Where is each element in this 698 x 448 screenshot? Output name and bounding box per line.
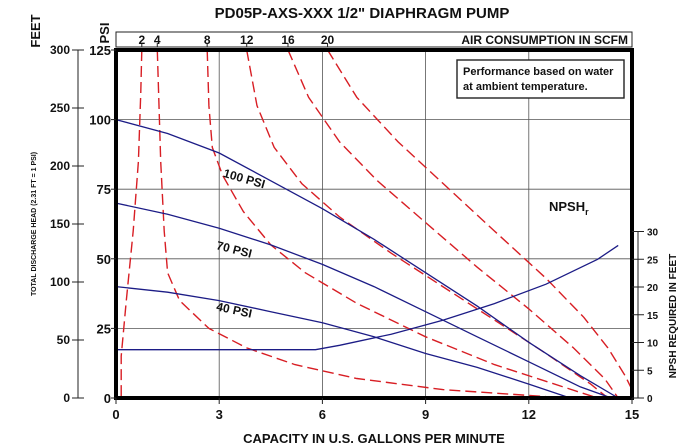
air-tick-label: 16: [281, 33, 295, 47]
air-curve-12-scfm: [246, 49, 609, 399]
feet-tick-label: 50: [57, 333, 71, 347]
note-line-2: at ambient temperature.: [463, 81, 588, 93]
x-tick-label: 0: [112, 407, 119, 422]
npsh-curve-group: [116, 244, 619, 351]
air-curve-2-scfm: [120, 49, 143, 398]
npsh-axis-ticks: 0 5 10 15 20 25 30: [632, 228, 659, 405]
air-consumption-curves: [120, 49, 633, 399]
curve-label-100-psi: 100 PSI: [222, 166, 267, 191]
air-curve-4-scfm: [156, 49, 581, 399]
head-axis-note: TOTAL DISCHARGE HEAD (2.31 FT = 1 PSI): [31, 152, 38, 296]
air-tick-label: 2: [138, 33, 145, 47]
x-axis-ticks: 0 3 6 9 12 15: [112, 398, 639, 422]
npsh-tick-label: 10: [647, 339, 659, 350]
feet-axis-ticks: 0 50 100 150 200 250 300: [50, 43, 84, 405]
x-tick-label: 3: [216, 407, 223, 422]
air-curve-20-scfm: [327, 49, 633, 390]
air-axis-strip: [115, 31, 633, 48]
x-tick-label: 9: [422, 407, 429, 422]
psi-tick-label: 75: [97, 182, 111, 197]
curve-70-psi: [115, 202, 612, 399]
x-tick-label: 12: [522, 407, 536, 422]
feet-tick-label: 150: [50, 217, 70, 231]
npsh-tick-label: 0: [647, 394, 653, 405]
air-tick-label: 4: [154, 33, 161, 47]
air-axis-label: AIR CONSUMPTION IN SCFM: [461, 33, 628, 47]
note-line-1: Performance based on water: [463, 66, 614, 78]
feet-tick-label: 300: [50, 43, 70, 57]
npsh-tick-label: 30: [647, 228, 659, 239]
grid: [116, 50, 632, 398]
npsh-tick-label: 5: [647, 366, 653, 377]
x-axis-label: CAPACITY IN U.S. GALLONS PER MINUTE: [243, 431, 505, 446]
npsh-axis-label: NPSH REQUIRED IN FEET: [668, 254, 679, 378]
curve-40-psi: [115, 285, 571, 399]
psi-tick-label: 50: [97, 252, 111, 267]
feet-tick-label: 250: [50, 101, 70, 115]
feet-axis-label: FEET: [28, 14, 43, 47]
plot-frame: [114, 48, 634, 400]
air-axis-ticks: 2 4 8 12 16 20: [138, 33, 335, 47]
psi-axis-ticks: 0 25 50 75 100 125: [89, 43, 116, 406]
feet-tick-label: 200: [50, 159, 70, 173]
psi-axis-label: PSI: [97, 23, 112, 44]
chart-title: PD05P-AXS-XXX 1/2" DIAPHRAGM PUMP: [215, 5, 510, 22]
npsh-label: NPSHr: [549, 199, 589, 217]
feet-tick-label: 0: [63, 391, 70, 405]
npsh-tick-label: 25: [647, 255, 659, 266]
x-tick-label: 15: [625, 407, 639, 422]
air-curve-8-scfm: [206, 49, 598, 399]
psi-tick-label: 100: [89, 113, 111, 128]
air-curve-16-scfm: [287, 49, 619, 399]
air-tick-label: 8: [204, 33, 211, 47]
feet-tick-label: 100: [50, 275, 70, 289]
psi-tick-label: 125: [89, 43, 111, 58]
air-tick-label: 12: [240, 33, 254, 47]
npsh-curve: [116, 244, 619, 351]
npsh-tick-label: 15: [647, 311, 659, 322]
air-tick-label: 20: [321, 33, 335, 47]
curve-100-psi: [115, 118, 619, 399]
curve-label-70-psi: 70 PSI: [215, 238, 253, 260]
psi-tick-label: 0: [104, 391, 111, 406]
npsh-tick-label: 20: [647, 283, 659, 294]
curve-label-40-psi: 40 PSI: [215, 300, 253, 321]
x-tick-label: 6: [319, 407, 326, 422]
note-box: [456, 59, 625, 99]
psi-tick-label: 25: [97, 321, 111, 336]
